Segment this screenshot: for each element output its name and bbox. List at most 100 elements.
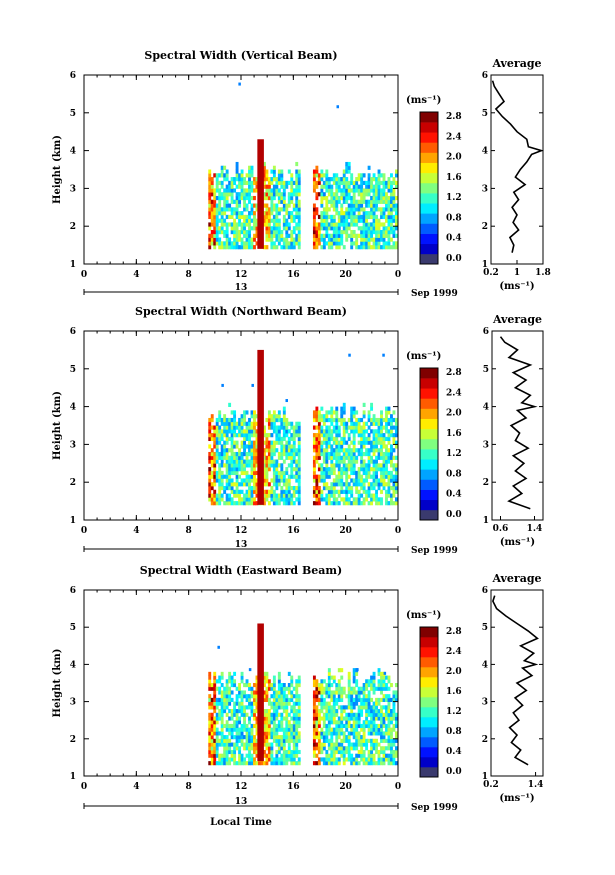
heatmap-cell bbox=[375, 421, 378, 426]
heatmap-cell bbox=[347, 226, 351, 231]
heatmap-cell bbox=[262, 451, 266, 457]
heatmap-cell bbox=[272, 421, 276, 426]
heatmap-cell bbox=[292, 180, 296, 186]
heatmap-cell bbox=[370, 501, 374, 506]
heatmap-cell bbox=[315, 712, 319, 717]
heatmap-cell bbox=[248, 169, 251, 174]
heatmap-cell bbox=[292, 245, 296, 250]
heatmap-cell bbox=[385, 451, 388, 457]
heatmap-cell bbox=[295, 421, 299, 426]
heatmap-cell bbox=[367, 683, 371, 688]
heatmap-cell bbox=[320, 716, 324, 721]
heatmap-cell bbox=[315, 482, 319, 487]
heatmap-cell bbox=[240, 414, 244, 419]
heatmap-cell bbox=[372, 485, 376, 491]
heatmap-cell bbox=[382, 753, 386, 758]
heatmap-cell bbox=[220, 716, 224, 721]
heatmap-cell bbox=[277, 451, 281, 457]
heatmap-cell bbox=[225, 233, 229, 238]
heatmap-cell bbox=[248, 485, 251, 491]
heatmap-cell bbox=[277, 180, 281, 186]
heatmap-cell bbox=[235, 723, 239, 729]
heatmap-cells bbox=[208, 402, 398, 506]
heatmap-cell bbox=[382, 686, 386, 691]
heatmap-cell bbox=[235, 701, 239, 706]
heatmap-cell bbox=[287, 180, 291, 186]
heatmap-cell bbox=[250, 203, 254, 208]
heatmap-cell bbox=[332, 757, 336, 762]
heatmap-cell bbox=[317, 226, 321, 231]
heatmap-cell bbox=[385, 731, 388, 736]
heatmap-cell bbox=[352, 218, 356, 223]
heatmap-cell bbox=[225, 697, 229, 702]
heatmap-cell bbox=[350, 414, 354, 419]
heatmap-cell bbox=[213, 709, 217, 714]
heatmap-cell bbox=[367, 448, 371, 453]
heatmap-cell bbox=[327, 668, 331, 673]
heatmap-cell bbox=[213, 683, 217, 688]
heatmap-cell bbox=[372, 709, 376, 714]
avg-x-tick-label: 1.8 bbox=[535, 268, 551, 278]
heatmap-cell bbox=[282, 690, 286, 695]
heatmap-cell bbox=[225, 746, 229, 751]
heatmap-cell bbox=[325, 482, 329, 487]
heatmap-cell bbox=[312, 222, 316, 227]
heatmap-cell bbox=[255, 709, 259, 714]
heatmap-cell bbox=[240, 222, 244, 227]
heatmap-cell bbox=[352, 731, 356, 736]
heatmap-cell bbox=[332, 425, 336, 430]
heatmap-cell bbox=[290, 727, 294, 732]
heatmap-cell bbox=[332, 489, 336, 494]
heatmap-cell bbox=[350, 501, 354, 506]
heatmap-cell bbox=[322, 226, 326, 231]
heatmap-cell bbox=[250, 738, 254, 743]
heatmap-cell bbox=[210, 697, 214, 702]
heatmap-cell bbox=[375, 429, 378, 434]
heatmap-cell bbox=[315, 455, 319, 460]
heatmap-cell bbox=[345, 723, 349, 729]
heatmap-cell bbox=[215, 455, 219, 460]
heatmap-cell bbox=[275, 474, 279, 479]
heatmap-cell bbox=[270, 451, 274, 457]
heatmap-cell bbox=[380, 478, 383, 483]
heatmap-cell bbox=[387, 245, 391, 250]
heatmap-cell bbox=[394, 489, 398, 494]
heatmap-cell bbox=[350, 493, 354, 498]
heatmap-cell bbox=[272, 417, 276, 423]
heatmap-cell bbox=[223, 222, 227, 227]
heatmap-cell bbox=[320, 222, 324, 227]
heatmap-cell bbox=[208, 192, 212, 197]
heatmap-cell bbox=[362, 425, 366, 430]
heatmap-cell bbox=[218, 245, 222, 250]
heatmap-cell bbox=[262, 478, 266, 483]
heatmap-cell bbox=[330, 493, 334, 498]
heatmap-cell bbox=[332, 199, 336, 204]
heatmap-cell bbox=[265, 463, 269, 468]
heatmap-cell bbox=[330, 222, 334, 227]
heatmap-cell bbox=[280, 467, 284, 472]
heatmap-cell bbox=[218, 451, 222, 457]
heatmap-cell bbox=[370, 727, 374, 732]
heatmap-cell bbox=[377, 195, 381, 201]
heatmap-cell bbox=[210, 470, 214, 476]
colorbar-band bbox=[420, 408, 438, 419]
heatmap-cell bbox=[312, 731, 316, 736]
heatmap-cell bbox=[255, 489, 259, 494]
heatmap-cell bbox=[215, 493, 219, 498]
heatmap-cell bbox=[342, 690, 346, 695]
heatmap-cell bbox=[377, 671, 381, 676]
heatmap-cell bbox=[292, 451, 296, 457]
heatmap-cell bbox=[325, 690, 329, 695]
heatmap-cell bbox=[362, 237, 366, 242]
heatmap-cell bbox=[228, 417, 232, 423]
heatmap-cell bbox=[360, 218, 364, 223]
heatmap-cell bbox=[290, 421, 294, 426]
colorbar-tick-label: 0.8 bbox=[446, 213, 462, 223]
heatmap-cell bbox=[370, 761, 374, 766]
heatmap-cell bbox=[320, 690, 324, 695]
heatmap-cell bbox=[275, 436, 279, 442]
heatmap-cell bbox=[277, 241, 281, 246]
heatmap-cell bbox=[340, 241, 344, 246]
heatmap-cell bbox=[282, 207, 286, 212]
heatmap-cell bbox=[357, 203, 361, 208]
